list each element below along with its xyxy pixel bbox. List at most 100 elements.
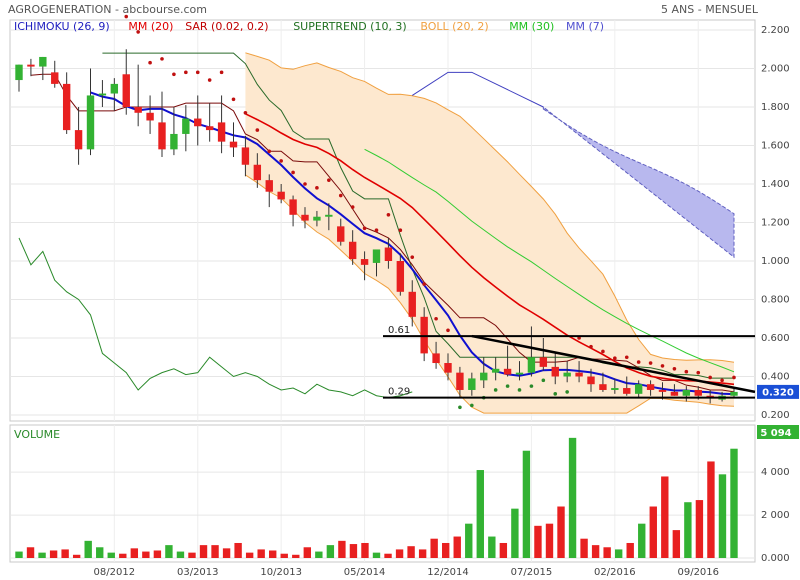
- candlesticks: [15, 49, 738, 404]
- candle-body: [396, 261, 405, 292]
- candle-body: [86, 95, 95, 150]
- volume-bar: [303, 547, 312, 558]
- candle-body: [646, 384, 655, 390]
- legend-entry: MM (30): [509, 20, 554, 33]
- candle-body: [134, 107, 142, 113]
- candle-body: [599, 384, 607, 390]
- volume-bar: [614, 549, 623, 558]
- volume-bar: [222, 548, 231, 558]
- candle-body: [337, 226, 345, 242]
- sar-dot: [470, 403, 474, 408]
- legend-entry: SUPERTREND (10, 3): [293, 20, 407, 33]
- volume-bar: [361, 542, 369, 558]
- volume-bar: [672, 530, 681, 558]
- candle-body: [122, 74, 130, 107]
- sar-dot: [517, 388, 522, 392]
- price-tick-label: 2.200: [761, 25, 790, 36]
- price-tick-label: 1.000: [761, 256, 790, 267]
- candle-body: [325, 214, 333, 217]
- candle-body: [515, 372, 524, 375]
- price-tick-label: 0.400: [761, 372, 790, 383]
- sar-dot: [231, 97, 236, 102]
- volume-bar: [26, 547, 35, 558]
- candle-body: [456, 372, 464, 390]
- candle-body: [551, 366, 559, 377]
- legend-entry: MM (20): [128, 20, 173, 33]
- volume-bar: [349, 544, 358, 558]
- candle-body: [694, 389, 702, 396]
- volume-bar: [338, 540, 346, 558]
- candle-body: [670, 391, 679, 396]
- volume-title: VOLUME: [14, 428, 60, 441]
- time-axis: 08/2012 03/2013 10/2013 05/2014 12/2014 07/20…: [94, 567, 719, 578]
- volume-bar: [165, 545, 173, 558]
- volume-bar: [545, 523, 554, 558]
- price-tick-label: 0.800: [761, 295, 790, 306]
- chart-title: AGROGENERATION - abcbourse.com: [8, 3, 207, 16]
- sar-dot: [493, 388, 498, 392]
- candle-body: [74, 130, 83, 150]
- volume-bar: [638, 523, 646, 558]
- price-tick-label: 1.400: [761, 179, 790, 190]
- volume-bar: [199, 545, 208, 558]
- sar-dot: [553, 392, 558, 396]
- legend-entry: MM (7): [566, 20, 604, 33]
- volume-bar: [292, 554, 300, 558]
- sar-dot: [696, 370, 701, 375]
- sar-dot: [529, 384, 534, 388]
- last-volume-badge: [757, 425, 799, 439]
- volume-bar: [718, 474, 727, 558]
- volume-bar: [142, 551, 150, 558]
- sar-dot: [386, 213, 391, 217]
- volume-tick-label: 2 000: [761, 510, 790, 521]
- price-panel-frame: [9, 19, 756, 422]
- candle-body: [491, 368, 500, 373]
- candle-body: [503, 368, 512, 375]
- sar-dot: [243, 110, 248, 115]
- sar-dot: [446, 328, 450, 333]
- sar-dot: [362, 226, 367, 231]
- volume-bar: [488, 536, 496, 558]
- sar-dot: [636, 360, 641, 364]
- candle-body: [289, 199, 297, 215]
- volume-bar: [441, 542, 450, 558]
- ichimoku-cloud-fill: [542, 105, 735, 259]
- volume-bar: [61, 549, 69, 558]
- candle-body: [444, 363, 452, 373]
- candle-body: [611, 388, 619, 390]
- volume-bar: [534, 525, 542, 558]
- price-tick-label: 0.200: [761, 410, 790, 421]
- time-tick-label: 05/2014: [344, 567, 386, 578]
- sar-dot: [148, 60, 152, 65]
- volume-bar: [395, 549, 404, 558]
- volume-bar: [730, 448, 738, 558]
- candle-body: [158, 122, 166, 150]
- sar-dot: [410, 255, 415, 259]
- bollinger-upper: [245, 52, 735, 363]
- downtrend-line: [471, 334, 756, 394]
- volume-bar: [119, 553, 127, 558]
- candle-body: [587, 376, 595, 385]
- volume-bar: [580, 538, 588, 558]
- sar-dot: [184, 70, 188, 75]
- volume-bar: [38, 552, 46, 558]
- legend-entry: BOLL (20, 2): [420, 20, 488, 33]
- volume-bar: [511, 508, 519, 558]
- sar-dot: [374, 228, 379, 232]
- volume-bar: [257, 549, 265, 558]
- candle-body: [682, 389, 691, 396]
- indicator-legend: ICHIMOKU (26, 9) MM (20) SAR (0.02, 0.2) SU…: [14, 20, 604, 33]
- volume-bar: [315, 551, 323, 558]
- volume-bar: [522, 450, 531, 558]
- volume-bar: [591, 545, 600, 558]
- price-tick-label: 2.000: [761, 64, 790, 75]
- volume-bar: [661, 476, 669, 558]
- price-tick-label: 1.800: [761, 102, 790, 113]
- sar-dot: [434, 316, 438, 321]
- sar-dot: [136, 30, 140, 34]
- candle-body: [313, 216, 321, 221]
- time-tick-label: 10/2013: [260, 567, 302, 578]
- sar-dot: [255, 128, 260, 132]
- sar-dot: [541, 378, 546, 383]
- price-tick-label: 1.200: [761, 218, 790, 229]
